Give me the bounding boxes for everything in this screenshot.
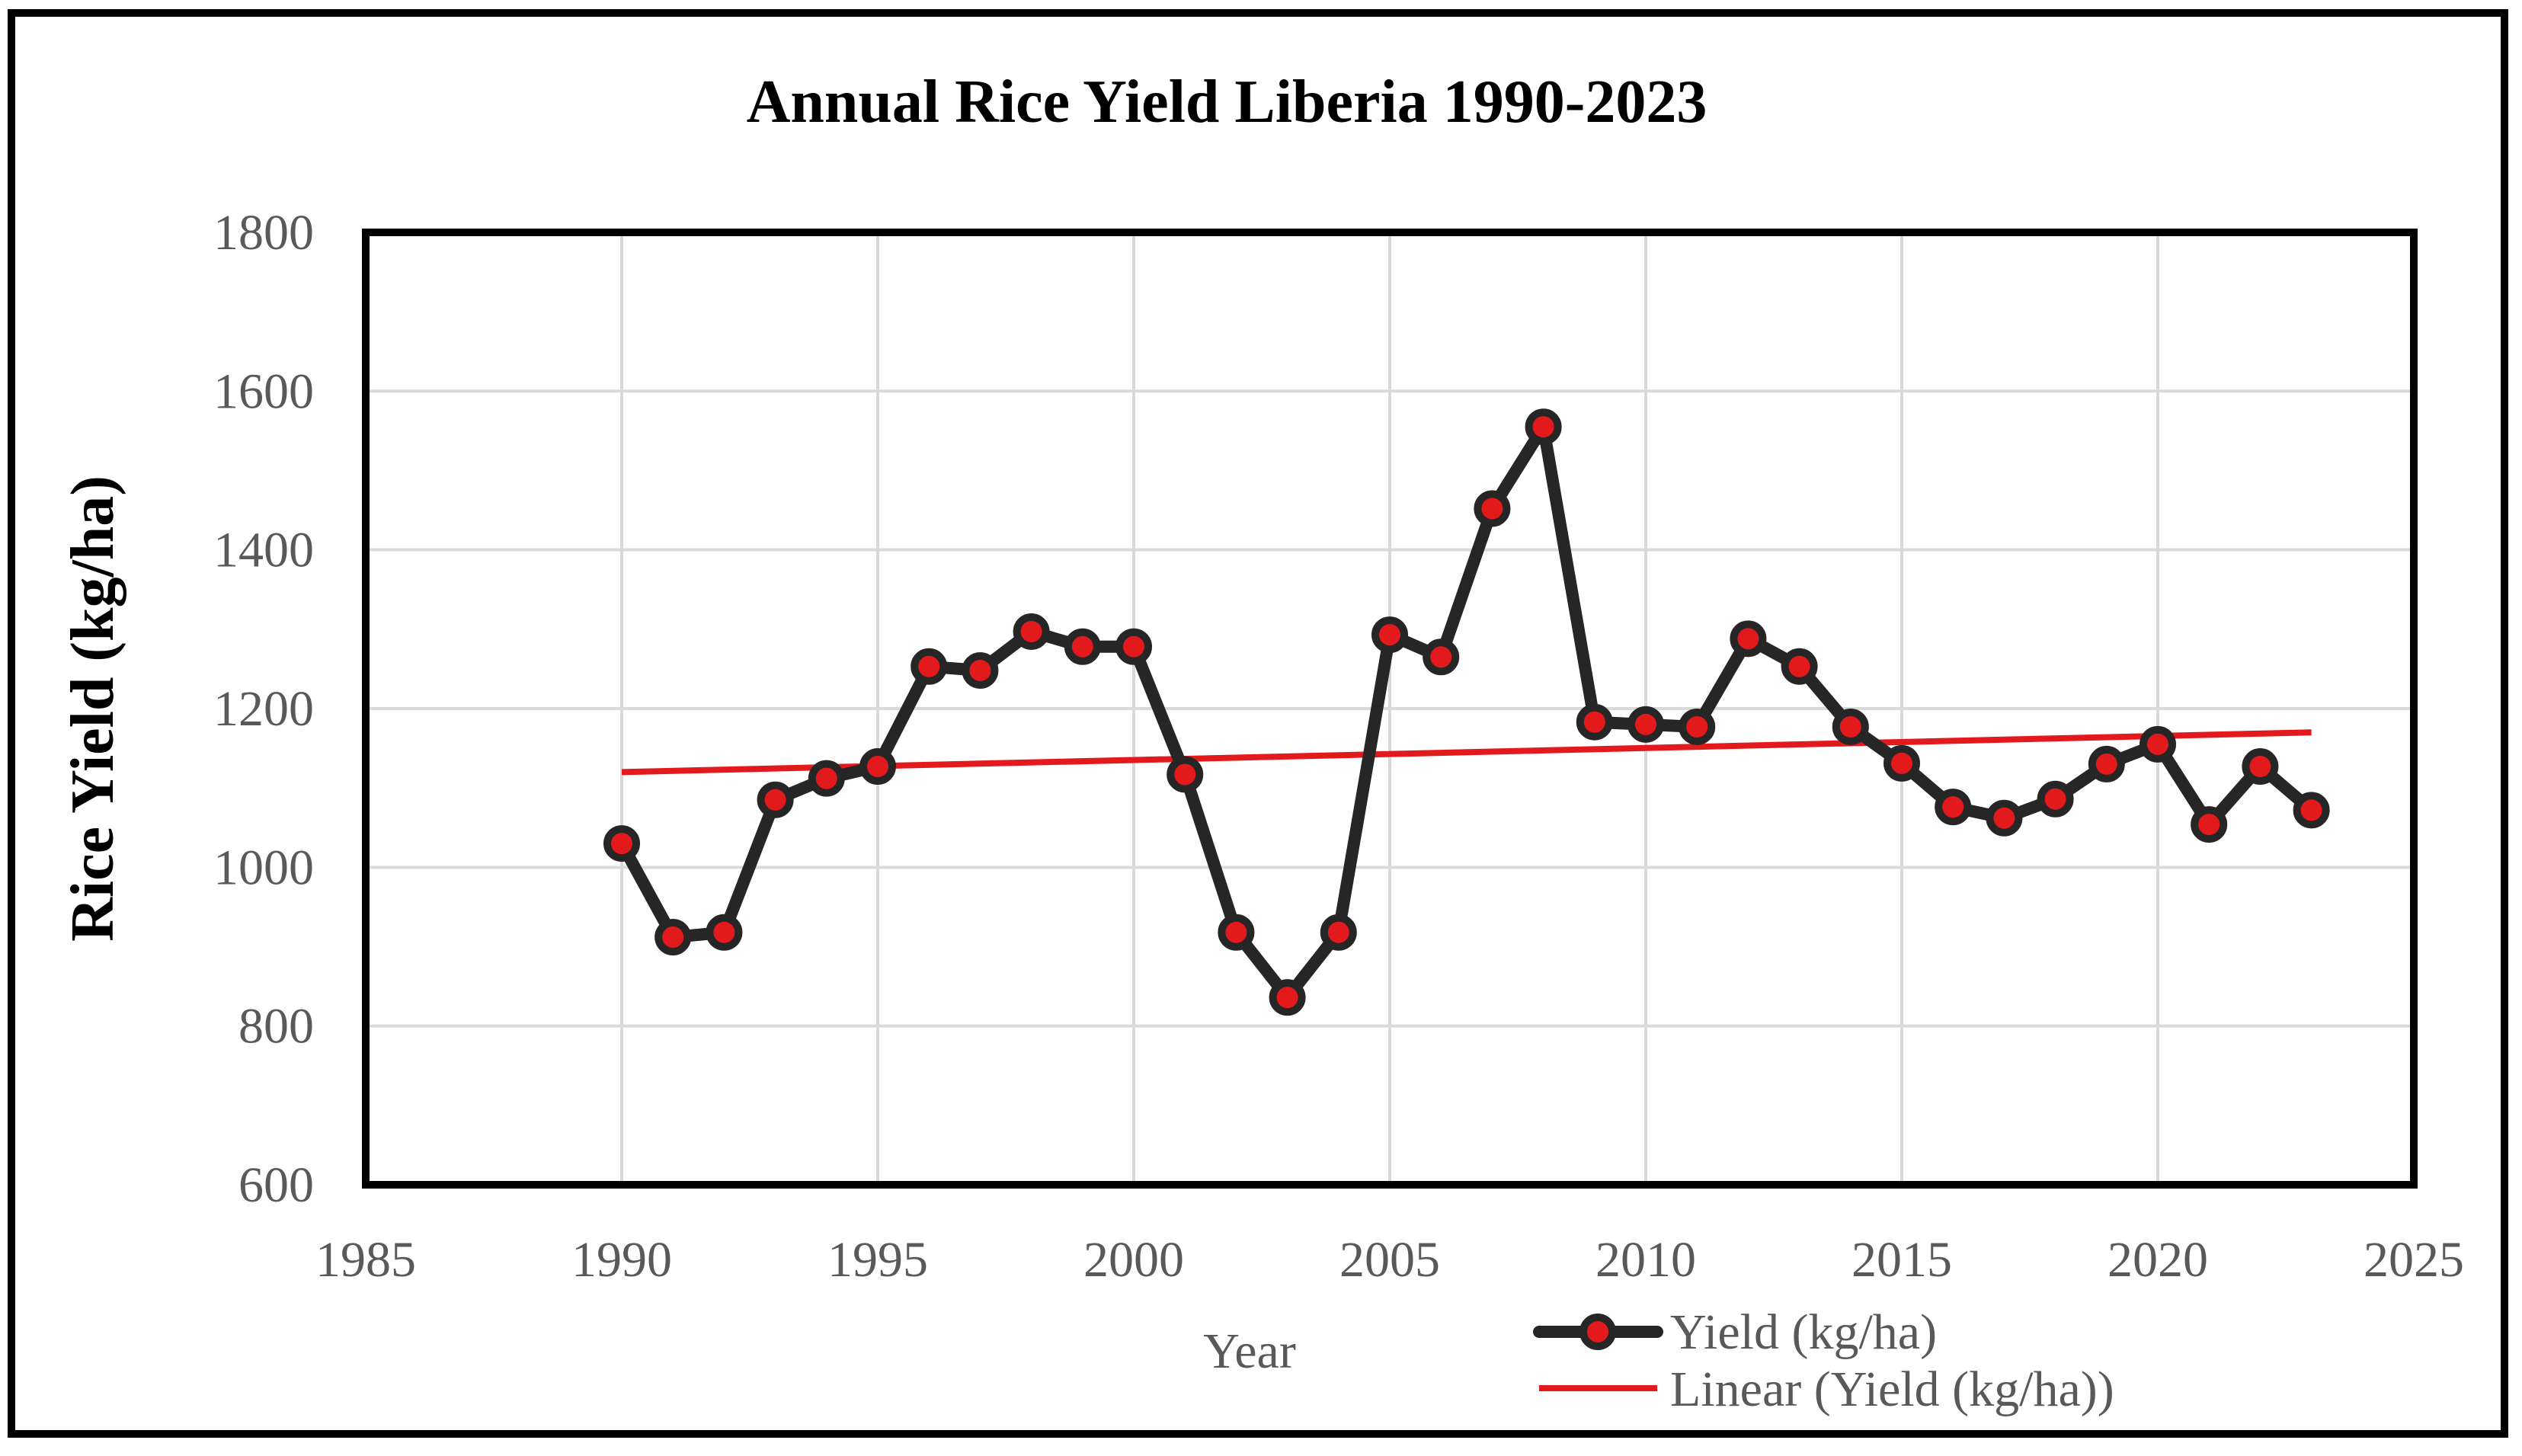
y-tick-label: 600 (238, 1157, 314, 1213)
yield-data-point (1986, 799, 2023, 837)
yield-data-point (1167, 756, 1204, 793)
yield-data-point (603, 825, 640, 862)
trend-line-group (621, 729, 2312, 776)
yield-data-point (1730, 620, 1767, 658)
yield-data-point (1269, 979, 1306, 1016)
chart-title: Annual Rice Yield Liberia 1990-2023 (747, 69, 1707, 136)
y-axis-label: Rice Yield (kg/ha) (59, 475, 126, 942)
yield-data-point (757, 781, 794, 818)
chart-frame (8, 9, 2508, 1438)
y-tick-label: 1000 (213, 840, 314, 895)
x-axis-tick-labels: 1985 1990 1995 2000 2005 2010 2015 2020 2025 (315, 1232, 2464, 1288)
yield-data-point (1474, 490, 1511, 527)
yield-data-point (1781, 648, 1818, 685)
x-tick-label: 2015 (1851, 1232, 1952, 1288)
x-tick-label: 2000 (1083, 1232, 1184, 1288)
linear-trend-line (621, 729, 2312, 776)
yield-data-point (1013, 613, 1050, 650)
x-tick-label: 2020 (2108, 1232, 2208, 1288)
x-tick-label: 2025 (2364, 1232, 2464, 1288)
y-axis-tick-labels: 600 800 1000 1200 1400 1600 1800 (213, 205, 314, 1213)
yield-data-point (1371, 616, 1408, 654)
legend: Yield (kg/ha) Linear (Yield (kg/ha)) (1533, 1304, 2114, 1417)
y-tick-label: 1800 (213, 205, 314, 261)
yield-data-point (1218, 914, 1255, 951)
x-axis-label: Year (1203, 1323, 1296, 1379)
legend-yield-marker-swatch (1579, 1314, 1616, 1350)
yield-data-point (2293, 792, 2330, 829)
y-tick-label: 1200 (213, 681, 314, 737)
yield-data-point (911, 648, 948, 685)
yield-series-line (616, 421, 2318, 1004)
grid (364, 231, 2415, 1186)
x-tick-label: 1995 (827, 1232, 928, 1288)
yield-data-point (962, 652, 999, 689)
x-tick-label: 2010 (1595, 1232, 1696, 1288)
legend-yield-label: Yield (kg/ha) (1670, 1304, 1937, 1360)
yield-data-point (2191, 806, 2228, 843)
y-tick-label: 1600 (213, 363, 314, 419)
x-tick-label: 1985 (315, 1232, 416, 1288)
yield-data-point (1525, 408, 1562, 446)
legend-linear-label: Linear (Yield (kg/ha)) (1670, 1362, 2114, 1417)
yield-data-point (1423, 638, 1460, 676)
yield-data-point (1627, 706, 1664, 743)
yield-data-point (1935, 789, 1972, 826)
yield-data-point (859, 748, 896, 786)
yield-data-point (1576, 703, 1613, 741)
yield-data-point (655, 919, 692, 955)
yield-data-point (1115, 628, 1152, 665)
yield-data-point (1320, 914, 1357, 951)
yield-data-point (1064, 628, 1101, 665)
yield-data-point (1883, 744, 1920, 782)
y-tick-label: 1400 (213, 523, 314, 578)
yield-series-group (603, 408, 2330, 1016)
x-tick-label: 1990 (571, 1232, 672, 1288)
yield-data-point (1679, 708, 1716, 745)
yield-data-point (2088, 745, 2125, 782)
yield-data-point (2242, 748, 2279, 786)
yield-data-point (808, 760, 845, 797)
yield-data-point (1832, 708, 1869, 745)
yield-data-point (706, 914, 743, 951)
x-tick-label: 2005 (1339, 1232, 1440, 1288)
y-tick-label: 800 (238, 999, 314, 1054)
yield-data-point (2037, 780, 2074, 818)
yield-data-point (2140, 725, 2176, 763)
plot-area-border (362, 229, 2418, 1189)
